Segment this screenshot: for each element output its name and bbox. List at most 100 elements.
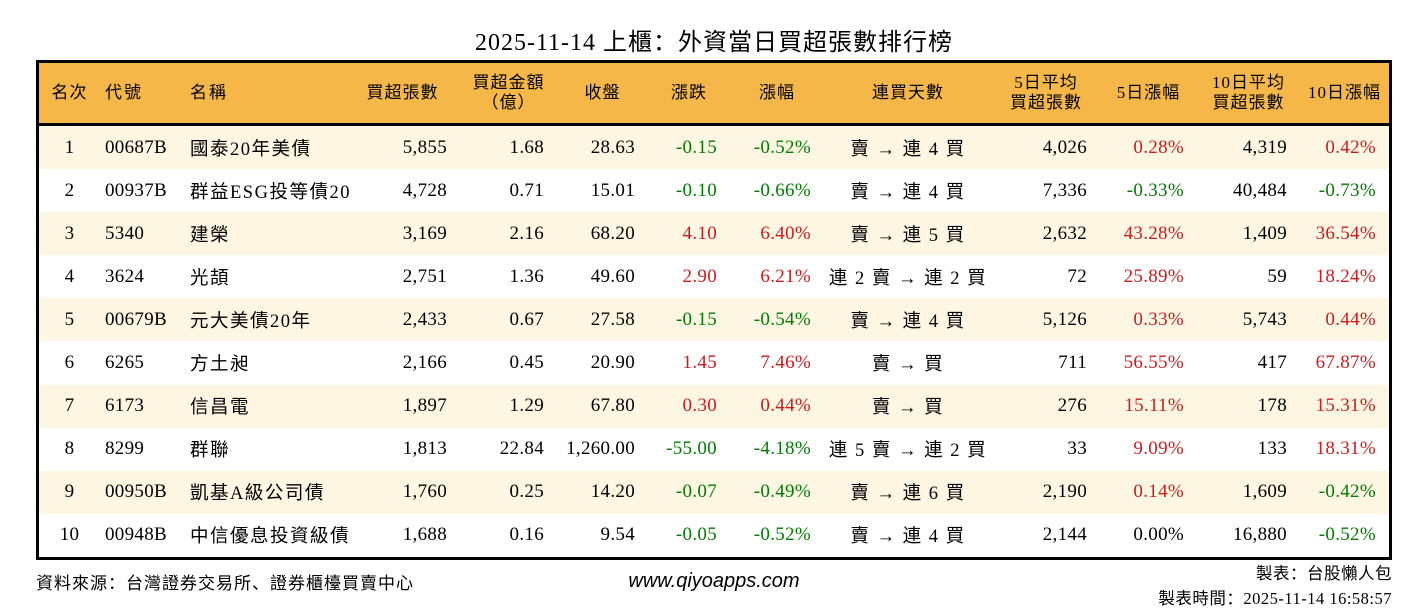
cell-pct: 0.44%	[760, 395, 811, 417]
cell-avg5: 276	[1057, 395, 1087, 417]
table-row: 8 8299 群聯 1,813 22.84 1,260.00 -55.00 -4.18% 連 5…	[39, 427, 1389, 471]
cell-chg: -0.10	[675, 179, 717, 201]
cell-close: 14.20	[590, 481, 635, 503]
maker-label: 製表：台股懶人包	[1256, 564, 1392, 583]
cell-code: 6173	[105, 395, 145, 417]
table-row: 5 00679B 元大美債20年 2,433 0.67 27.58 -0.15 -0.54% 賣…	[39, 298, 1389, 342]
cell-code: 00950B	[105, 481, 167, 503]
cell-pct10: -0.42%	[1318, 481, 1376, 503]
cell-chg: -0.15	[675, 136, 717, 158]
cell-shares: 2,166	[402, 352, 447, 374]
cell-chg: 0.30	[682, 395, 717, 417]
cell-rank: 5	[64, 308, 75, 330]
cell-pct5: 0.00%	[1133, 524, 1184, 546]
table-row: 9 00950B 凱基A級公司債 1,760 0.25 14.20 -0.07 -0.49% 賣…	[39, 470, 1389, 514]
cell-streak: 賣 → 連 5 買	[850, 225, 966, 246]
column-header-code: 代號	[105, 82, 143, 102]
cell-shares: 2,751	[402, 265, 447, 287]
cell-name: 中信優息投資級債	[190, 527, 351, 548]
cell-avg5: 72	[1067, 265, 1087, 287]
cell-name: 方土昶	[190, 355, 251, 376]
cell-rank: 7	[64, 395, 75, 417]
cell-avg10: 5,743	[1242, 308, 1287, 330]
cell-avg10: 178	[1257, 395, 1287, 417]
cell-pct5: 56.55%	[1123, 352, 1184, 374]
cell-name: 建榮	[190, 225, 231, 246]
cell-amount: 0.16	[509, 524, 544, 546]
cell-close: 15.01	[590, 179, 635, 201]
cell-name: 國泰20年美債	[190, 139, 312, 160]
page-title: 2025-11-14 上櫃：外資當日買超張數排行榜	[474, 30, 954, 56]
cell-close: 49.60	[590, 265, 635, 287]
cell-pct: 7.46%	[760, 352, 811, 374]
cell-code: 00948B	[105, 524, 167, 546]
cell-close: 28.63	[590, 136, 635, 158]
cell-shares: 1,688	[402, 524, 447, 546]
cell-amount: 22.84	[499, 438, 544, 460]
cell-pct5: 0.28%	[1133, 136, 1184, 158]
cell-close: 1,260.00	[566, 438, 635, 460]
cell-avg10: 417	[1257, 352, 1287, 374]
cell-name: 元大美債20年	[190, 311, 312, 332]
cell-pct: -0.54%	[753, 308, 811, 330]
cell-avg5: 5,126	[1042, 308, 1087, 330]
cell-close: 20.90	[590, 352, 635, 374]
cell-avg5: 2,632	[1042, 222, 1087, 244]
cell-shares: 2,433	[402, 308, 447, 330]
cell-shares: 1,813	[402, 438, 447, 460]
cell-shares: 1,897	[402, 395, 447, 417]
cell-chg: 1.45	[682, 352, 717, 374]
cell-rank: 8	[64, 438, 75, 460]
cell-pct5: -0.33%	[1126, 179, 1184, 201]
cell-avg10: 40,484	[1232, 179, 1287, 201]
cell-avg5: 4,026	[1042, 136, 1087, 158]
column-header-streak: 連買天數	[872, 82, 944, 102]
column-header-close: 收盤	[584, 82, 621, 102]
cell-pct10: -0.52%	[1318, 524, 1376, 546]
data-source-note: 資料來源：台灣證券交易所、證券櫃檯買賣中心	[36, 574, 414, 593]
cell-streak: 賣 → 連 4 買	[850, 527, 966, 548]
cell-avg10: 1,409	[1242, 222, 1287, 244]
cell-code: 5340	[105, 222, 145, 244]
cell-name: 凱基A級公司債	[190, 484, 325, 505]
cell-rank: 3	[64, 222, 75, 244]
cell-streak: 賣 → 連 4 買	[850, 182, 966, 203]
cell-avg5: 2,190	[1042, 481, 1087, 503]
cell-chg: -0.15	[675, 308, 717, 330]
cell-avg5: 2,144	[1042, 524, 1087, 546]
cell-amount: 1.36	[509, 265, 544, 287]
cell-rank: 2	[64, 179, 75, 201]
cell-avg10: 133	[1257, 438, 1287, 460]
cell-amount: 1.29	[509, 395, 544, 417]
cell-shares: 1,760	[402, 481, 447, 503]
cell-pct: -0.49%	[753, 481, 811, 503]
cell-rank: 6	[64, 352, 75, 374]
cell-pct10: 18.31%	[1315, 438, 1376, 460]
generated-time-label: 製表時間：2025-11-14 16:58:57	[1158, 588, 1392, 608]
cell-pct10: 36.54%	[1315, 222, 1376, 244]
cell-pct: -0.52%	[753, 524, 811, 546]
column-header-rank: 名次	[51, 82, 88, 102]
cell-streak: 連 2 賣 → 連 2 買	[828, 268, 988, 289]
cell-pct5: 0.33%	[1133, 308, 1184, 330]
cell-streak: 賣 → 連 4 買	[850, 311, 966, 332]
cell-pct: -4.18%	[753, 438, 811, 460]
table-row: 4 3624 光頡 2,751 1.36 49.60 2.90 6.21% 連 2 賣 → 連 …	[39, 255, 1389, 299]
column-header-shares: 買超張數	[366, 82, 439, 102]
cell-avg10: 4,319	[1242, 136, 1287, 158]
cell-chg: -0.07	[675, 481, 717, 503]
cell-pct10: 67.87%	[1315, 352, 1376, 374]
cell-avg10: 59	[1267, 265, 1287, 287]
cell-close: 27.58	[590, 308, 635, 330]
column-header-name: 名稱	[190, 82, 228, 102]
cell-name: 群聯	[190, 441, 231, 462]
column-header-chg: 漲跌	[671, 82, 707, 102]
cell-close: 68.20	[590, 222, 635, 244]
cell-pct: -0.52%	[753, 136, 811, 158]
cell-chg: -55.00	[666, 438, 717, 460]
cell-amount: 0.67	[509, 308, 544, 330]
cell-chg: -0.05	[675, 524, 717, 546]
table-row: 2 00937B 群益ESG投等債20 4,728 0.71 15.01 -0.10 -0.6…	[39, 169, 1389, 213]
column-header-avg10: 10日平均 買超張數	[1212, 72, 1285, 112]
